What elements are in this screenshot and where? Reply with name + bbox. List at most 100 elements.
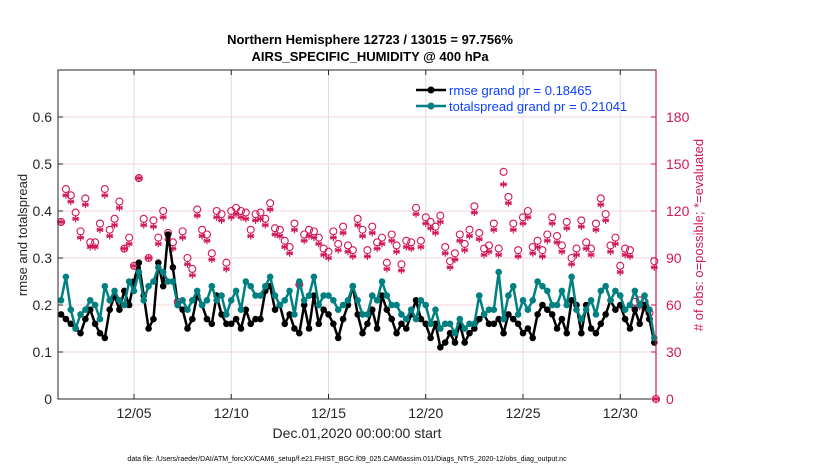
x-tick-label: 12/25 — [505, 405, 540, 421]
data-point-rmse — [398, 320, 405, 328]
data-point-rmse — [82, 315, 89, 323]
data-point-rmse — [227, 320, 235, 328]
obs-evaluated-marker — [261, 221, 269, 229]
obs-possible-marker — [601, 210, 610, 219]
data-point-totalspread — [378, 278, 386, 285]
obs-evaluated-marker — [373, 245, 381, 253]
obs-possible-marker — [465, 225, 474, 234]
obs-possible-marker — [193, 205, 202, 214]
data-point-rmse — [106, 306, 113, 314]
data-point-rmse — [135, 259, 143, 267]
obs-evaluated-marker — [203, 237, 211, 245]
data-point-totalspread — [101, 282, 109, 290]
obs-evaluated-marker — [106, 232, 114, 240]
data-point-totalspread — [573, 306, 580, 314]
data-point-totalspread — [320, 292, 327, 299]
obs-evaluated-marker — [602, 216, 610, 224]
obs-evaluated-marker — [519, 220, 527, 228]
obs-evaluated-marker — [504, 199, 512, 207]
data-point-rmse — [578, 329, 585, 337]
data-point-totalspread — [227, 297, 235, 304]
data-point-rmse — [96, 329, 104, 337]
data-point-totalspread — [169, 278, 177, 285]
obs-possible-marker — [538, 246, 547, 255]
data-point-totalspread — [641, 292, 648, 299]
data-point-totalspread — [544, 287, 551, 295]
obs-possible-marker — [577, 216, 586, 225]
obs-evaluated-marker — [334, 246, 342, 254]
obs-possible-marker — [329, 227, 338, 236]
data-point-totalspread — [57, 297, 65, 304]
obs-possible-marker — [407, 238, 416, 247]
data-point-totalspread — [553, 301, 561, 309]
data-point-totalspread — [184, 306, 191, 314]
data-point-rmse — [296, 329, 303, 337]
data-point-totalspread — [456, 315, 464, 323]
obs-evaluated-marker — [77, 234, 85, 242]
data-point-rmse — [422, 320, 430, 328]
obs-evaluated-marker — [592, 226, 600, 234]
data-point-rmse — [203, 315, 211, 323]
data-point-totalspread — [422, 301, 430, 309]
data-point-rmse — [446, 329, 454, 337]
data-point-totalspread — [529, 297, 537, 304]
data-point-rmse — [417, 315, 425, 323]
obs-evaluated-marker — [72, 215, 80, 223]
data-point-rmse — [315, 320, 323, 328]
legend-totalspread-marker — [427, 102, 435, 110]
obs-evaluated-marker — [529, 249, 537, 257]
y2-tick-label: 60 — [666, 297, 682, 313]
data-point-rmse — [271, 306, 279, 314]
chart-title-line2: AIRS_SPECIFIC_HUMIDITY @ 400 hPa — [251, 49, 489, 64]
data-point-totalspread — [495, 268, 502, 276]
data-point-rmse — [553, 325, 561, 332]
y-tick-label: 0.1 — [33, 344, 53, 360]
data-point-totalspread — [524, 306, 532, 314]
obs-evaluated-marker — [422, 220, 430, 228]
obs-evaluated-marker — [120, 245, 128, 253]
data-point-rmse — [125, 301, 133, 309]
obs-evaluated-marker — [81, 201, 89, 209]
data-point-totalspread — [213, 297, 220, 304]
obs-evaluated-marker — [183, 260, 191, 268]
x-tick-label: 12/15 — [311, 405, 346, 421]
obs-evaluated-marker — [485, 248, 493, 256]
data-point-rmse — [218, 311, 225, 318]
data-point-rmse — [242, 306, 250, 314]
obs-possible-marker — [71, 208, 80, 217]
obs-possible-marker — [392, 241, 401, 250]
obs-possible-marker — [149, 216, 158, 225]
data-point-rmse — [339, 315, 347, 323]
data-point-totalspread — [548, 301, 556, 309]
obs-evaluated-marker — [568, 260, 576, 268]
data-point-totalspread — [174, 301, 182, 309]
data-point-rmse — [169, 264, 177, 271]
y-tick-label: 0 — [44, 391, 52, 407]
data-point-rmse — [305, 325, 313, 332]
data-point-totalspread — [266, 273, 274, 281]
data-point-rmse — [558, 315, 566, 323]
data-point-totalspread — [364, 311, 371, 318]
data-point-totalspread — [339, 301, 347, 309]
data-point-rmse — [354, 311, 361, 318]
x-tick-label: 12/30 — [603, 405, 638, 421]
obs-evaluated-marker — [154, 240, 162, 248]
data-point-rmse — [597, 320, 605, 328]
data-point-totalspread — [471, 320, 478, 328]
y-tick-label: 0.4 — [33, 203, 53, 219]
obs-evaluated-marker — [538, 252, 546, 260]
y2-axis-label: # of obs: o=possible; *=evaluated — [691, 139, 706, 331]
obs-possible-marker — [334, 239, 343, 248]
data-point-rmse — [310, 292, 318, 299]
obs-evaluated-marker — [130, 262, 138, 270]
data-point-rmse — [529, 334, 537, 342]
y2-tick-label: 30 — [666, 344, 682, 360]
data-point-totalspread — [646, 306, 653, 314]
obs-evaluated-marker — [198, 232, 206, 240]
y-tick-label: 0.6 — [33, 109, 53, 125]
obs-possible-marker — [625, 246, 635, 255]
data-point-rmse — [524, 325, 532, 332]
data-point-rmse — [150, 315, 157, 323]
obs-possible-marker — [76, 227, 85, 236]
data-point-totalspread — [140, 297, 148, 304]
